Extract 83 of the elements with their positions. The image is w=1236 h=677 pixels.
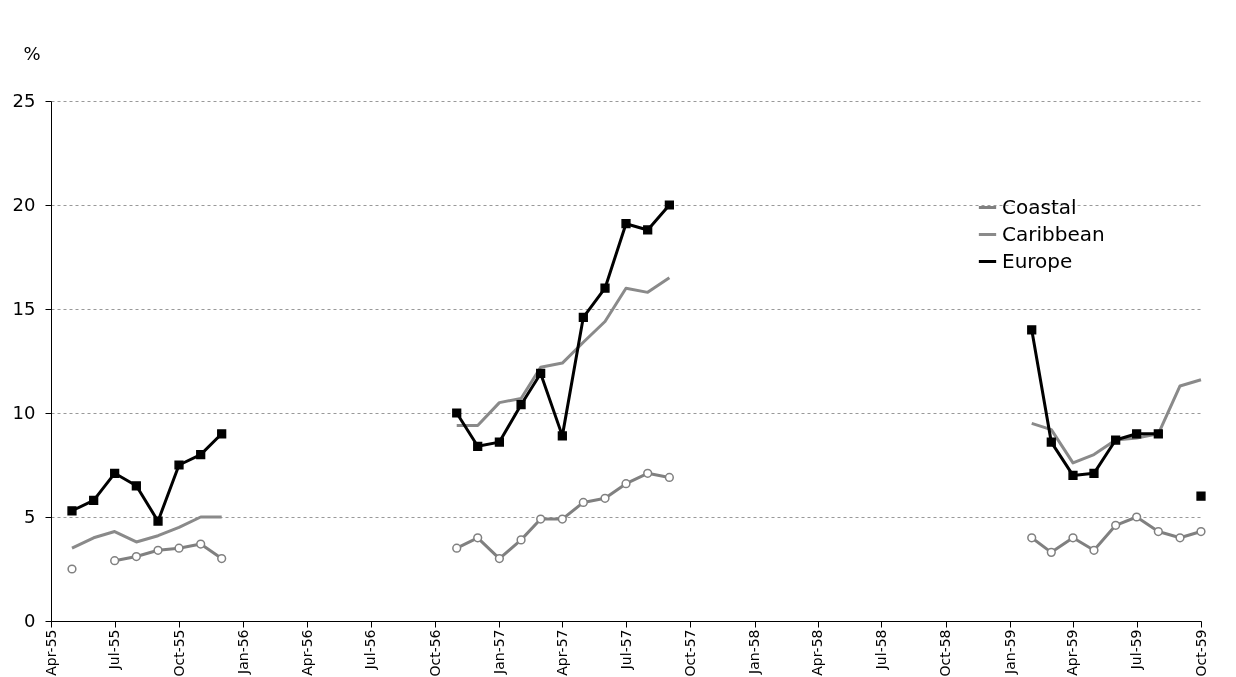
x-tick-label: Oct-57 [681,629,698,677]
point [473,441,483,451]
point [578,312,588,322]
legend-label: Caribbean [1002,221,1105,246]
point [664,200,674,210]
point [664,472,674,483]
point [217,553,227,564]
point [1196,526,1206,537]
point [1153,526,1163,537]
point [621,479,631,489]
y-tick-label: 25 [12,89,36,111]
point [153,545,163,555]
point [621,219,631,229]
x-tick-label: Jul-55 [106,629,123,671]
point [110,468,120,478]
y-tick-label: 5 [24,505,36,527]
point [67,564,77,574]
point [1068,533,1078,543]
x-tick-label: Jul-56 [362,629,379,671]
point [473,533,483,543]
x-tick-label: Apr-58 [809,629,826,676]
x-tick-label: Jul-59 [1128,629,1145,671]
point [557,514,567,524]
point [153,516,163,526]
point [174,460,184,470]
point [196,449,206,460]
legend-label: Europe [1002,248,1073,273]
x-tick-label: Jan-58 [746,629,763,675]
point [1132,512,1142,522]
x-tick-label: Jan-57 [490,629,507,675]
point [536,514,546,524]
point [1196,491,1206,501]
y-tick-label: 0 [24,609,36,631]
point [1046,547,1056,557]
point [174,543,184,553]
y-tick-label: 20 [12,193,36,215]
point [536,368,546,379]
x-tick-label: Apr-55 [42,629,59,676]
point [557,431,567,441]
legend-label: Coastal [1002,194,1077,219]
point [494,437,505,447]
point [89,495,99,505]
point [1027,325,1037,335]
point [452,408,462,418]
point [217,429,227,439]
x-tick-label: Jul-58 [872,629,889,671]
point [1111,520,1121,530]
point [643,225,653,235]
point [578,497,588,508]
point [1175,533,1185,543]
x-tick-label: Oct-58 [937,629,954,677]
point [1111,435,1121,445]
x-tick-label: Oct-56 [426,629,443,677]
y-tick-label: 10 [12,401,36,423]
y-axis-title: % [23,42,41,64]
point [1132,429,1142,439]
x-tick-label: Oct-59 [1192,629,1209,677]
point [516,400,526,410]
x-tick-label: Apr-59 [1064,629,1081,676]
point [1046,437,1056,447]
point [1153,429,1163,439]
x-tick-label: Jan-56 [234,629,251,675]
x-tick-label: Apr-56 [298,629,315,676]
point [494,553,505,564]
point [1068,470,1078,481]
x-tick-label: Apr-57 [553,629,570,676]
point [131,551,141,562]
point [600,493,610,503]
point [110,556,120,566]
x-tick-label: Jul-57 [617,629,634,671]
point [452,543,462,553]
x-tick-label: Oct-55 [170,629,187,677]
point [643,468,653,478]
point [1027,533,1037,543]
x-tick-label: Jan-59 [1001,629,1018,675]
point [600,283,610,293]
y-tick-label: 15 [12,297,36,319]
point [1089,468,1099,478]
point [196,539,206,549]
point [67,506,77,516]
point [516,535,526,545]
point [131,481,141,491]
point [1089,545,1099,555]
